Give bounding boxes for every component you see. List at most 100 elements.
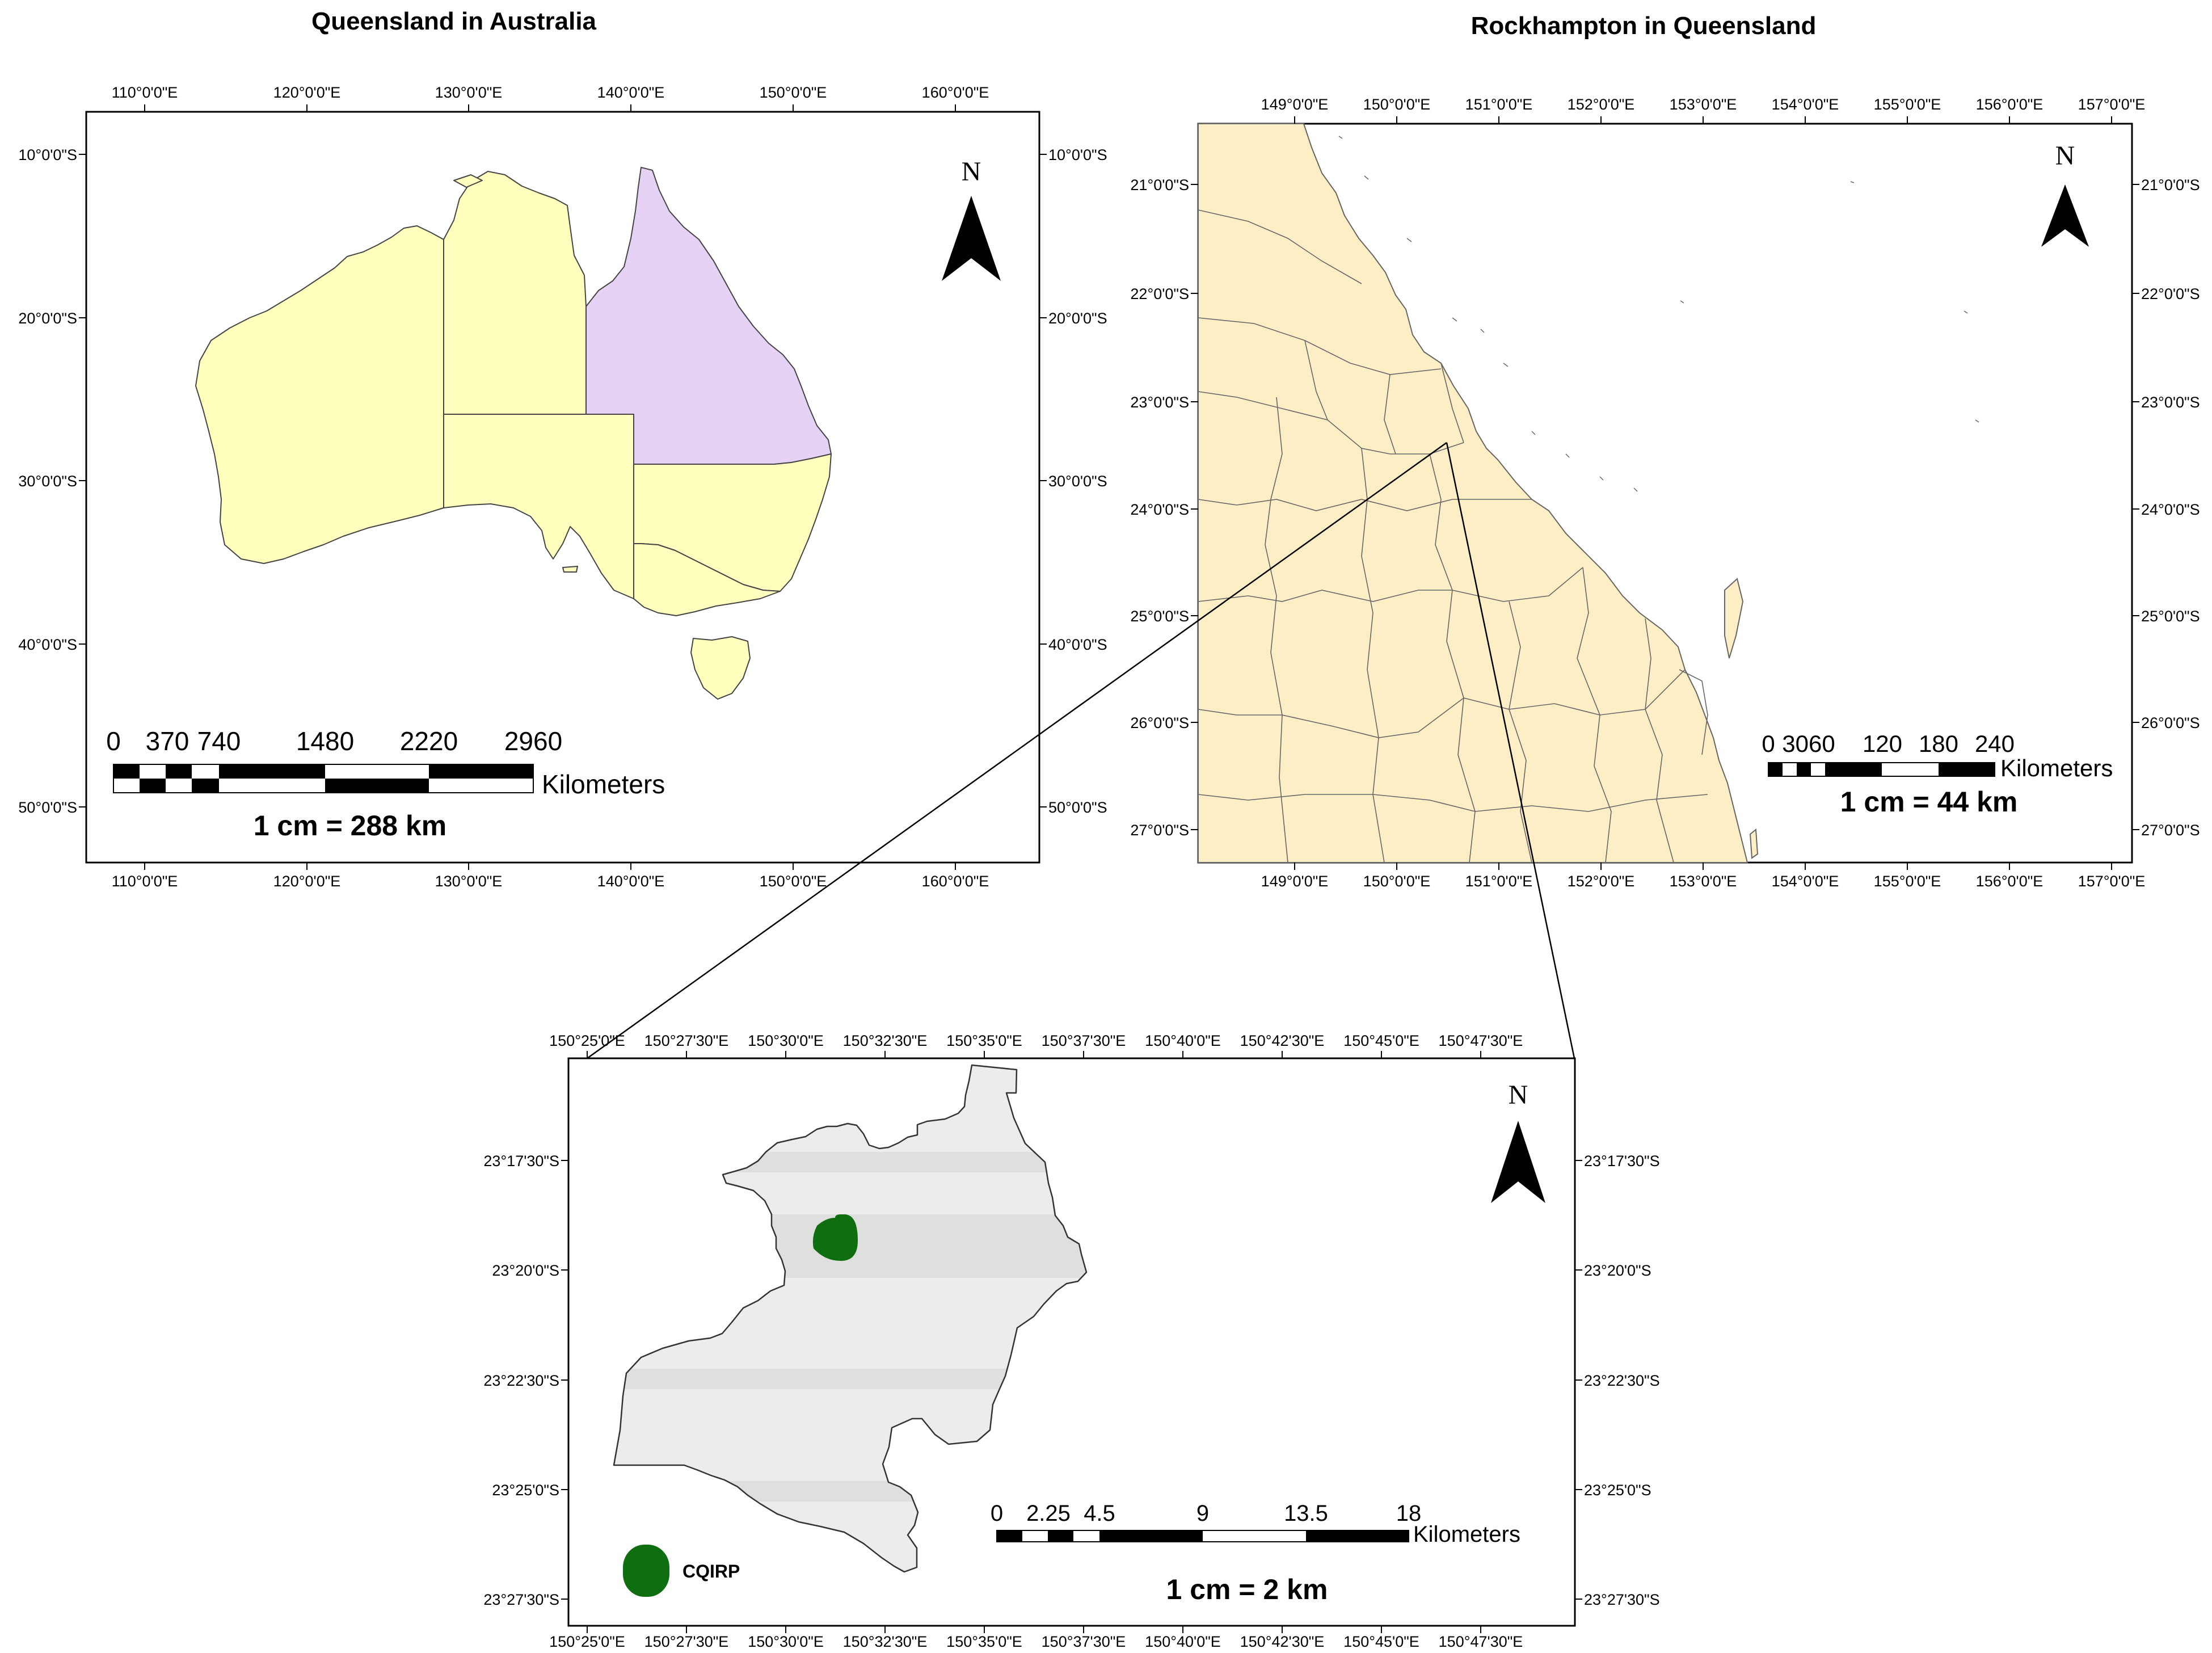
australia-lat-label-left: 20°0'0"S <box>18 310 77 327</box>
queensland-lat-label-left: 24°0'0"S <box>1130 501 1189 518</box>
queensland-lon-label-top: 154°0'0"E <box>1772 96 1839 113</box>
fraser-island-shape <box>1724 578 1744 659</box>
queensland-lon-label-bottom: 152°0'0"E <box>1568 873 1635 890</box>
rockhampton-lon-label-top: 150°37'30"E <box>1042 1032 1126 1049</box>
queensland-scale-label: 180 <box>1919 730 1958 757</box>
queensland-lat-label-right: 27°0'0"S <box>2141 822 2200 839</box>
rockhampton-lon-label-bottom: 150°25'0"E <box>549 1633 625 1650</box>
western-australia-shape <box>195 225 444 564</box>
queensland-lon-label-top: 155°0'0"E <box>1874 96 1941 113</box>
queensland-coastline-shape <box>1198 123 1748 863</box>
australia-lon-label-top: 150°0'0"E <box>760 84 827 101</box>
rockhampton-lat-label-left: 23°25'0"S <box>492 1482 559 1499</box>
rockhampton-lon-label-top: 150°27'30"E <box>644 1032 729 1049</box>
queensland-lon-label-bottom: 153°0'0"E <box>1670 873 1737 890</box>
australia-lon-label-bottom: 130°0'0"E <box>435 873 503 890</box>
queensland-lon-label-bottom: 155°0'0"E <box>1874 873 1941 890</box>
australia-lon-label-bottom: 150°0'0"E <box>760 873 827 890</box>
rockhampton-scale-label: 18 <box>1396 1501 1422 1526</box>
queensland-lat-label-left: 25°0'0"S <box>1130 608 1189 625</box>
rockhampton-lat-label-right: 23°25'0"S <box>1584 1482 1651 1499</box>
australia-lat-label-right: 30°0'0"S <box>1048 473 1107 490</box>
australia-scale-bar: 0 370 740 1480 2220 2960 Kilometers 1 cm… <box>106 726 665 842</box>
queensland-lat-label-left: 26°0'0"S <box>1130 714 1189 731</box>
queensland-lat-label-left: 22°0'0"S <box>1130 285 1189 302</box>
rockhampton-lon-label-bottom: 150°27'30"E <box>644 1633 729 1650</box>
connector-line-right <box>1446 442 1575 1059</box>
queensland-panel: Rockhampton in Queensland <box>1130 12 2200 890</box>
australia-lat-label-left: 40°0'0"S <box>18 636 77 653</box>
rockhampton-scale-label: 0 <box>991 1501 1003 1526</box>
queensland-lon-label-top: 150°0'0"E <box>1363 96 1431 113</box>
australia-graticule-ticks <box>79 104 1047 870</box>
australia-lon-label-top: 120°0'0"E <box>273 84 341 101</box>
rockhampton-lat-label-right: 23°17'30"S <box>1584 1153 1660 1170</box>
northern-territory-shape <box>443 171 587 415</box>
queensland-lon-label-top: 156°0'0"E <box>1976 96 2044 113</box>
rockhampton-lon-label-top: 150°40'0"E <box>1145 1032 1221 1049</box>
queensland-lon-label-top: 157°0'0"E <box>2078 96 2146 113</box>
north-arrow-icon: N <box>942 157 1001 281</box>
cqirp-site-marker <box>812 1214 858 1261</box>
rockhampton-lon-label-bottom: 150°35'0"E <box>946 1633 1022 1650</box>
rockhampton-lon-label-bottom: 150°42'30"E <box>1240 1633 1325 1650</box>
queensland-lon-label-top: 149°0'0"E <box>1261 96 1329 113</box>
rockhampton-lat-label-left: 23°27'30"S <box>483 1591 559 1608</box>
australia-lat-label-right: 50°0'0"S <box>1048 799 1107 816</box>
australia-lon-label-top: 130°0'0"E <box>435 84 503 101</box>
rockhampton-lon-label-top: 150°47'30"E <box>1439 1032 1523 1049</box>
inset-connector-lines <box>587 441 1575 1059</box>
queensland-lat-label-left: 23°0'0"S <box>1130 394 1189 411</box>
victoria-shape <box>633 543 781 616</box>
queensland-lon-label-bottom: 157°0'0"E <box>2078 873 2146 890</box>
australia-lon-label-top: 110°0'0"E <box>112 84 178 101</box>
queensland-lat-label-left: 21°0'0"S <box>1130 176 1189 194</box>
rockhampton-lon-label-top: 150°32'30"E <box>843 1032 928 1049</box>
north-arrow-icon: N <box>2041 141 2089 247</box>
queensland-lon-label-top: 153°0'0"E <box>1670 96 1737 113</box>
queensland-lon-label-bottom: 156°0'0"E <box>1976 873 2044 890</box>
australia-panel-title: Queensland in Australia <box>311 7 597 35</box>
rockhampton-scale-label: 4.5 <box>1084 1501 1115 1526</box>
rockhampton-lat-label-right: 23°27'30"S <box>1584 1591 1660 1608</box>
australia-lon-label-top: 160°0'0"E <box>922 84 989 101</box>
australia-lat-label-right: 20°0'0"S <box>1048 310 1107 327</box>
australia-scale-label: 2220 <box>400 726 458 756</box>
rockhampton-lon-label-bottom: 150°47'30"E <box>1439 1633 1523 1650</box>
australia-lat-label-right: 10°0'0"S <box>1048 146 1107 163</box>
connector-line-left <box>587 441 1447 1059</box>
queensland-lat-label-right: 21°0'0"S <box>2141 176 2200 194</box>
queensland-scale-unit: Kilometers <box>2000 755 2113 781</box>
australia-panel: Queensland in Australia 110°0'0"E 120°0'… <box>18 7 1107 890</box>
rockhampton-lon-label-bottom: 150°30'0"E <box>748 1633 824 1650</box>
rockhampton-graticule-ticks <box>561 1051 1582 1633</box>
melville-island-shape <box>453 174 483 188</box>
queensland-lat-label-right: 24°0'0"S <box>2141 501 2200 518</box>
rockhampton-scale-label: 13.5 <box>1284 1501 1328 1526</box>
australia-landmass <box>195 167 832 700</box>
rockhampton-lon-label-bottom: 150°32'30"E <box>843 1633 928 1650</box>
queensland-lat-label-left: 27°0'0"S <box>1130 822 1189 839</box>
rockhampton-lon-label-top: 150°42'30"E <box>1240 1032 1325 1049</box>
rockhampton-scale-ratio: 1 cm = 2 km <box>1166 1574 1328 1605</box>
australia-lat-label-left: 30°0'0"S <box>18 473 77 490</box>
rockhampton-lat-label-left: 23°22'30"S <box>483 1372 559 1389</box>
rockhampton-lat-label-left: 23°17'30"S <box>483 1153 559 1170</box>
north-arrow-icon: N <box>1491 1080 1545 1203</box>
australia-lon-label-top: 140°0'0"E <box>597 84 665 101</box>
australia-scale-label: 370 <box>146 726 189 756</box>
south-australia-shape <box>443 414 634 599</box>
rockhampton-panel: 150°25'0"E 150°27'30"E 150°30'0"E 150°32… <box>483 1032 1659 1650</box>
rockhampton-lon-label-top: 150°25'0"E <box>549 1032 625 1049</box>
queensland-lat-label-right: 26°0'0"S <box>2141 714 2200 731</box>
queensland-lga-landmass <box>1198 123 1979 863</box>
queensland-lon-label-top: 152°0'0"E <box>1568 96 1635 113</box>
queensland-scale-ratio: 1 cm = 44 km <box>1840 786 2018 818</box>
queensland-lon-label-top: 151°0'0"E <box>1465 96 1533 113</box>
rockhampton-scale-bar: 0 2.25 4.5 9 13.5 18 Kilometers 1 cm = 2… <box>991 1501 1520 1605</box>
australia-lat-label-right: 40°0'0"S <box>1048 636 1107 653</box>
queensland-panel-title: Rockhampton in Queensland <box>1471 12 1817 40</box>
queensland-lat-label-right: 22°0'0"S <box>2141 285 2200 302</box>
australia-scale-ratio: 1 cm = 288 km <box>254 810 447 842</box>
australia-lon-label-bottom: 140°0'0"E <box>597 873 665 890</box>
